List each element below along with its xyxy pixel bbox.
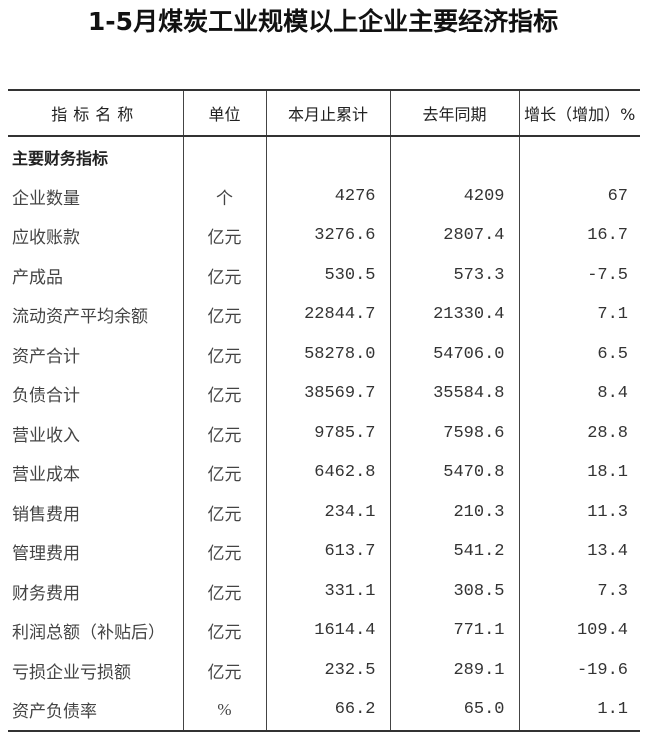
unit-cell: 亿元 — [182, 492, 266, 532]
current-value: 58278.0 — [265, 334, 390, 374]
current-value: 9785.7 — [265, 413, 390, 453]
empty-cell — [265, 136, 390, 177]
table-row: 应收账款 亿元 3276.6 2807.4 16.7 — [8, 216, 640, 256]
growth-value: 8.4 — [518, 374, 640, 414]
indicator-name: 应收账款 — [12, 228, 80, 248]
current-value: 3276.6 — [265, 216, 390, 256]
growth-value: 109.4 — [518, 611, 640, 651]
current-value: 6462.8 — [265, 453, 390, 493]
current-value: 66.2 — [265, 690, 390, 731]
indicator-name: 企业数量 — [12, 188, 80, 208]
prior-value: 21330.4 — [389, 295, 519, 335]
empty-cell — [518, 136, 640, 177]
indicator-name: 利润总额（补贴后） — [12, 623, 165, 643]
indicator-name: 负债合计 — [12, 386, 80, 406]
unit-cell: 亿元 — [182, 374, 266, 414]
unit-cell: 亿元 — [182, 650, 266, 690]
page-title: 1-5月煤炭工业规模以上企业主要经济指标 — [87, 7, 559, 36]
unit-cell: 亿元 — [182, 413, 266, 453]
indicator-name: 财务费用 — [12, 583, 80, 603]
prior-value: 308.5 — [389, 571, 519, 611]
prior-value: 54706.0 — [389, 334, 519, 374]
current-value: 4276 — [265, 176, 390, 216]
table-row: 负债合计 亿元 38569.7 35584.8 8.4 — [8, 374, 640, 414]
prior-value: 65.0 — [389, 690, 519, 731]
table-row: 销售费用 亿元 234.1 210.3 11.3 — [8, 492, 640, 532]
prior-value: 7598.6 — [389, 413, 519, 453]
prior-value: 4209 — [389, 176, 519, 216]
table-row: 利润总额（补贴后） 亿元 1614.4 771.1 109.4 — [8, 611, 640, 651]
growth-value: 18.1 — [518, 453, 640, 493]
unit-cell: % — [182, 690, 266, 731]
table-row: 流动资产平均余额 亿元 22844.7 21330.4 7.1 — [8, 295, 640, 335]
growth-value: 7.3 — [518, 571, 640, 611]
indicators-table: 指标名称 单位 本月止累计 去年同期 增长（增加）% 主要财务指标 企业数量个 4… — [8, 89, 640, 732]
empty-cell — [389, 136, 519, 177]
unit-cell: 个 — [182, 176, 266, 216]
unit-cell: 亿元 — [182, 295, 266, 335]
current-value: 232.5 — [265, 650, 390, 690]
table-row: 管理费用 亿元 613.7 541.2 13.4 — [8, 532, 640, 572]
growth-value: 16.7 — [518, 216, 640, 256]
header-unit: 单位 — [182, 90, 266, 137]
unit-cell: 亿元 — [182, 334, 266, 374]
table-row: 亏损企业亏损额 亿元 232.5 289.1 -19.6 — [8, 650, 640, 690]
prior-value: 289.1 — [389, 650, 519, 690]
growth-value: 7.1 — [518, 295, 640, 335]
unit-cell: 亿元 — [182, 571, 266, 611]
header-row: 指标名称 单位 本月止累计 去年同期 增长（增加）% — [8, 90, 640, 137]
section-label: 主要财务指标 — [12, 148, 109, 168]
current-value: 530.5 — [265, 255, 390, 295]
growth-value: 6.5 — [518, 334, 640, 374]
section-row: 主要财务指标 — [8, 136, 640, 177]
indicator-name: 营业成本 — [12, 465, 80, 485]
indicator-name: 产成品 — [12, 267, 63, 287]
unit-cell: 亿元 — [182, 453, 266, 493]
table-row: 企业数量 个 4276 4209 67 — [8, 176, 640, 216]
prior-value: 573.3 — [389, 255, 519, 295]
growth-value: 67 — [518, 176, 640, 216]
growth-value: -7.5 — [518, 255, 640, 295]
prior-value: 2807.4 — [389, 216, 519, 256]
table-row: 营业成本 亿元 6462.8 5470.8 18.1 — [8, 453, 640, 493]
prior-value: 35584.8 — [389, 374, 519, 414]
current-value: 1614.4 — [265, 611, 390, 651]
table-row: 资产合计 亿元 58278.0 54706.0 6.5 — [8, 334, 640, 374]
current-value: 38569.7 — [265, 374, 390, 414]
unit-cell: 亿元 — [182, 611, 266, 651]
empty-cell — [182, 136, 266, 177]
prior-value: 771.1 — [389, 611, 519, 651]
current-value: 234.1 — [265, 492, 390, 532]
unit-cell: 亿元 — [182, 255, 266, 295]
table-row: 产成品 亿元 530.5 573.3 -7.5 — [8, 255, 640, 295]
prior-value: 541.2 — [389, 532, 519, 572]
growth-value: 13.4 — [518, 532, 640, 572]
table-row: 营业收入 亿元 9785.7 7598.6 28.8 — [8, 413, 640, 453]
indicator-name: 销售费用 — [12, 504, 80, 524]
growth-value: 28.8 — [518, 413, 640, 453]
current-value: 22844.7 — [265, 295, 390, 335]
growth-value: 11.3 — [518, 492, 640, 532]
header-growth: 增长（增加）% — [518, 90, 640, 137]
current-value: 331.1 — [265, 571, 390, 611]
indicator-name: 资产合计 — [12, 346, 80, 366]
table-row: 资产负债率% 66.2 65.0 1.1 — [8, 690, 640, 731]
header-prior: 去年同期 — [389, 90, 519, 137]
indicator-name: 亏损企业亏损额 — [12, 662, 131, 682]
prior-value: 5470.8 — [389, 453, 519, 493]
prior-value: 210.3 — [389, 492, 519, 532]
unit-cell: 亿元 — [182, 216, 266, 256]
header-current: 本月止累计 — [265, 90, 390, 137]
growth-value: 1.1 — [518, 690, 640, 731]
current-value: 613.7 — [265, 532, 390, 572]
indicator-name: 资产负债率 — [12, 702, 97, 722]
table-row: 财务费用 亿元 331.1 308.5 7.3 — [8, 571, 640, 611]
indicator-name: 管理费用 — [12, 544, 80, 564]
indicator-name: 营业收入 — [12, 425, 80, 445]
indicator-name: 流动资产平均余额 — [12, 307, 148, 327]
header-indicator: 指标名称 — [8, 90, 183, 137]
growth-value: -19.6 — [518, 650, 640, 690]
unit-cell: 亿元 — [182, 532, 266, 572]
